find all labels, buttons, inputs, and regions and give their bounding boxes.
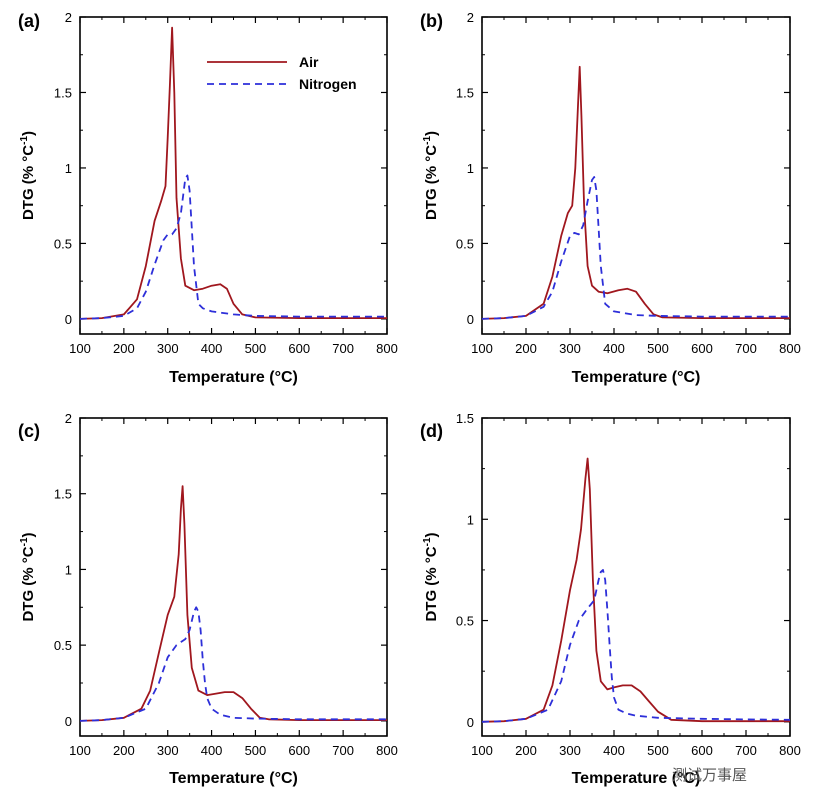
x-tick-label: 100 xyxy=(69,341,91,356)
x-tick-label: 100 xyxy=(471,743,493,758)
x-tick-label: 300 xyxy=(157,341,179,356)
series-line-nitrogen xyxy=(482,569,790,723)
x-tick-label: 700 xyxy=(735,341,757,356)
y-tick-label: 1.5 xyxy=(54,487,72,502)
chart-panel: 100 200 300 400 500 600 700 800 0 0.5 1 1.5 2 Tempera… xyxy=(18,10,398,386)
x-tick-label: 100 xyxy=(471,341,493,356)
y-tick-label: 0.5 xyxy=(54,638,72,653)
x-tick-label: 700 xyxy=(332,743,354,758)
series-line-air xyxy=(80,26,387,320)
x-tick-label: 400 xyxy=(603,341,625,356)
y-axis-label: DTG (% °C-1) xyxy=(422,131,440,220)
x-tick-label: 400 xyxy=(201,743,223,758)
x-tick-label: 400 xyxy=(603,743,625,758)
x-axis-label: Temperature (°C) xyxy=(572,770,701,787)
y-tick-label: 1.5 xyxy=(54,85,72,100)
y-tick-label: 2 xyxy=(467,10,474,25)
series-line-nitrogen xyxy=(80,606,387,722)
plot-frame xyxy=(79,417,388,737)
x-axis-label: Temperature (°C) xyxy=(572,369,701,386)
y-tick-label: 1.5 xyxy=(456,85,474,100)
y-tick-label: 0 xyxy=(467,715,474,730)
y-tick-label: 0 xyxy=(65,312,72,327)
x-axis-label: Temperature (°C) xyxy=(169,369,298,386)
y-tick-label: 0 xyxy=(65,714,72,729)
x-tick-label: 100 xyxy=(69,743,91,758)
series-line-air xyxy=(482,65,790,320)
x-tick-label: 600 xyxy=(288,743,310,758)
x-tick-label: 600 xyxy=(691,341,713,356)
x-axis-label: Temperature (°C) xyxy=(169,770,298,787)
x-tick-label: 800 xyxy=(376,743,398,758)
panel-label: (d) xyxy=(420,421,443,441)
y-tick-label: 2 xyxy=(65,411,72,426)
plot-frame xyxy=(79,16,388,335)
series-line-nitrogen xyxy=(482,176,790,320)
x-tick-label: 300 xyxy=(157,743,179,758)
x-tick-label: 800 xyxy=(779,743,801,758)
x-tick-label: 600 xyxy=(691,743,713,758)
y-tick-label: 1.5 xyxy=(456,411,474,426)
series-line-air xyxy=(482,457,790,723)
panel-label: (b) xyxy=(420,11,443,31)
legend: Air Nitrogen xyxy=(207,54,357,92)
legend-label: Air xyxy=(299,54,319,70)
x-tick-label: 500 xyxy=(647,743,669,758)
x-tick-label: 800 xyxy=(376,341,398,356)
x-tick-label: 200 xyxy=(113,743,135,758)
plot-frame xyxy=(481,16,791,335)
chart-panel: 100 200 300 400 500 600 700 800 0 0.5 1 1.5 Temperat… xyxy=(420,411,801,787)
series-line-air xyxy=(80,485,387,722)
y-axis-label: DTG (% °C-1) xyxy=(19,131,37,220)
x-tick-label: 600 xyxy=(288,341,310,356)
y-axis-label: DTG (% °C-1) xyxy=(19,532,37,621)
y-tick-label: 1 xyxy=(467,512,474,527)
x-tick-label: 300 xyxy=(559,341,581,356)
y-tick-label: 0.5 xyxy=(456,614,474,629)
panel-label: (a) xyxy=(18,11,40,31)
x-tick-label: 200 xyxy=(113,341,135,356)
y-tick-label: 0 xyxy=(467,312,474,327)
y-tick-label: 0.5 xyxy=(456,236,474,251)
y-tick-label: 1 xyxy=(65,161,72,176)
x-tick-label: 800 xyxy=(779,341,801,356)
x-tick-label: 200 xyxy=(515,341,537,356)
x-tick-label: 300 xyxy=(559,743,581,758)
y-tick-label: 0.5 xyxy=(54,236,72,251)
x-tick-label: 700 xyxy=(332,341,354,356)
x-tick-label: 500 xyxy=(647,341,669,356)
x-tick-label: 700 xyxy=(735,743,757,758)
y-tick-label: 1 xyxy=(65,562,72,577)
watermark-text: 测试万事屋 xyxy=(672,766,748,784)
y-axis-label: DTG (% °C-1) xyxy=(422,532,440,621)
x-tick-label: 200 xyxy=(515,743,537,758)
x-tick-label: 500 xyxy=(245,341,267,356)
y-tick-label: 1 xyxy=(467,161,474,176)
legend-label: Nitrogen xyxy=(299,76,357,92)
x-tick-label: 500 xyxy=(245,743,267,758)
x-tick-label: 400 xyxy=(201,341,223,356)
chart-panel: 100 200 300 400 500 600 700 800 0 0.5 1 1.5 2 Tempera… xyxy=(18,411,398,787)
panel-label: (c) xyxy=(18,421,40,441)
chart-panel: 100 200 300 400 500 600 700 800 0 0.5 1 1.5 2 Tempera… xyxy=(420,10,801,386)
series-line-nitrogen xyxy=(80,174,387,320)
y-tick-label: 2 xyxy=(65,10,72,25)
